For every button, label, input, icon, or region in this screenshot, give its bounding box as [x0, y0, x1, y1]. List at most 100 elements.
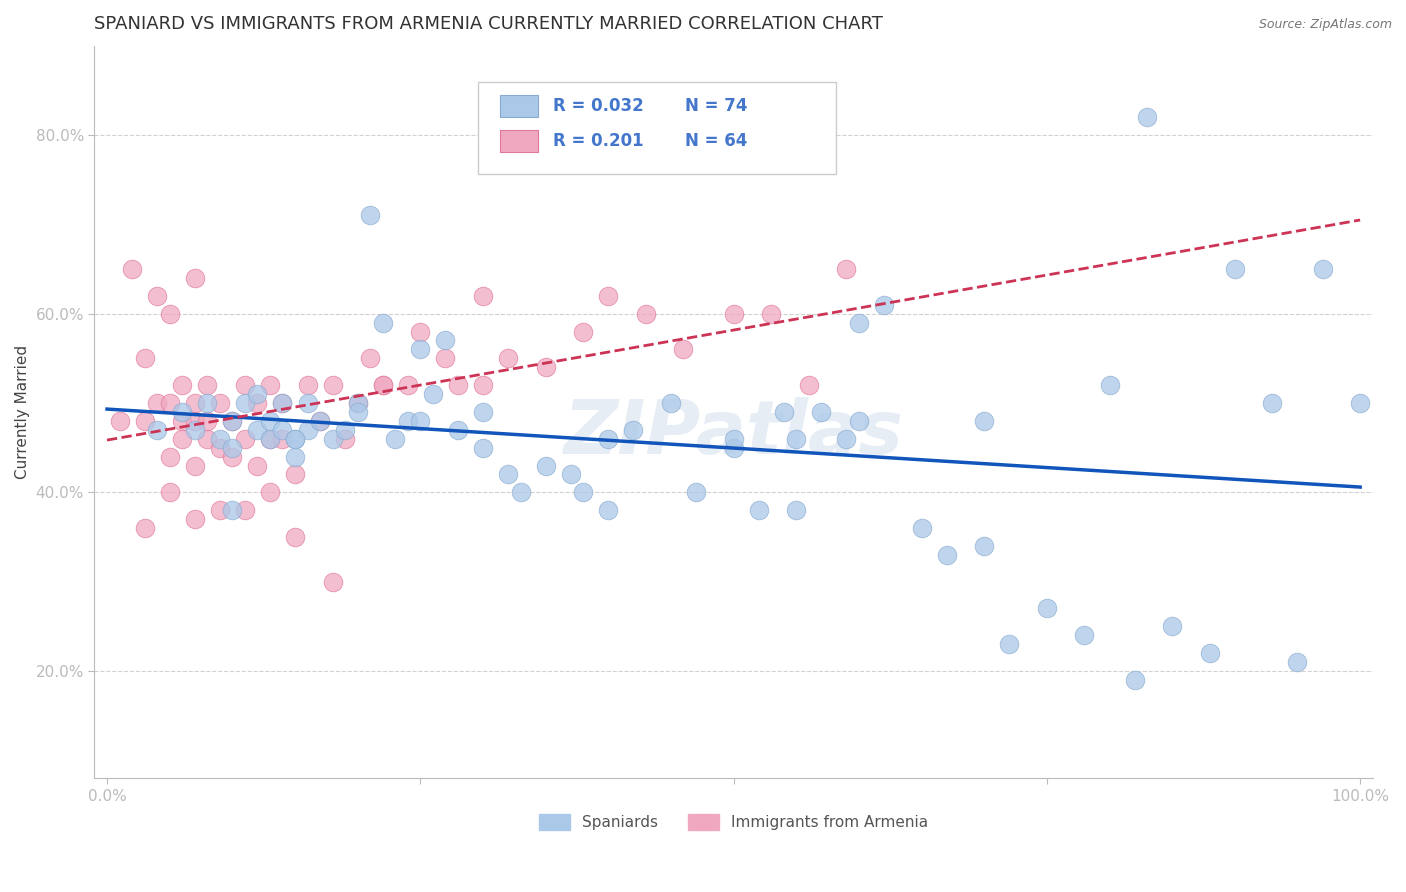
Point — [409, 343, 432, 357]
Point — [195, 378, 218, 392]
Point — [422, 387, 444, 401]
Text: R = 0.032: R = 0.032 — [554, 97, 644, 115]
Point — [384, 432, 406, 446]
Point — [297, 423, 319, 437]
Point — [159, 396, 181, 410]
Point — [271, 432, 294, 446]
Point — [233, 378, 256, 392]
Point — [121, 262, 143, 277]
Point — [159, 307, 181, 321]
Point — [208, 441, 231, 455]
Point — [1123, 673, 1146, 687]
Point — [346, 405, 368, 419]
Point — [183, 458, 205, 473]
Point — [723, 432, 745, 446]
Point — [208, 432, 231, 446]
Point — [159, 450, 181, 464]
Point — [1098, 378, 1121, 392]
Point — [146, 396, 169, 410]
Text: SPANIARD VS IMMIGRANTS FROM ARMENIA CURRENTLY MARRIED CORRELATION CHART: SPANIARD VS IMMIGRANTS FROM ARMENIA CURR… — [94, 15, 883, 33]
Point — [848, 316, 870, 330]
Point — [284, 432, 307, 446]
Point — [221, 450, 243, 464]
Point — [1312, 262, 1334, 277]
Point — [598, 289, 620, 303]
Point — [797, 378, 820, 392]
Point — [233, 396, 256, 410]
Point — [396, 414, 419, 428]
Point — [309, 414, 332, 428]
Point — [246, 396, 269, 410]
Point — [447, 378, 470, 392]
Text: Source: ZipAtlas.com: Source: ZipAtlas.com — [1258, 18, 1392, 31]
Point — [471, 405, 494, 419]
Point — [208, 503, 231, 517]
Point — [195, 432, 218, 446]
Point — [1073, 628, 1095, 642]
Point — [723, 441, 745, 455]
Point — [146, 289, 169, 303]
Point — [471, 441, 494, 455]
Point — [509, 485, 531, 500]
Point — [621, 423, 644, 437]
Text: N = 74: N = 74 — [685, 97, 748, 115]
Point — [1136, 110, 1159, 124]
Point — [973, 539, 995, 553]
Point — [659, 396, 682, 410]
Point — [409, 325, 432, 339]
Text: N = 64: N = 64 — [685, 132, 748, 150]
Point — [172, 414, 194, 428]
Point — [835, 262, 858, 277]
Point — [685, 485, 707, 500]
Text: ZIPatlas: ZIPatlas — [564, 398, 904, 470]
Point — [998, 637, 1021, 651]
Point — [810, 405, 832, 419]
Point — [233, 503, 256, 517]
Point — [910, 521, 932, 535]
Point — [284, 450, 307, 464]
Point — [271, 423, 294, 437]
Point — [172, 432, 194, 446]
Point — [471, 378, 494, 392]
Point — [271, 396, 294, 410]
Point — [172, 378, 194, 392]
Point — [434, 334, 457, 348]
Point — [359, 351, 381, 366]
Point — [560, 467, 582, 482]
Point — [259, 414, 281, 428]
Point — [1161, 619, 1184, 633]
Point — [835, 432, 858, 446]
Point — [195, 396, 218, 410]
Point — [233, 432, 256, 446]
Point — [409, 414, 432, 428]
Point — [496, 351, 519, 366]
Point — [195, 414, 218, 428]
Point — [146, 423, 169, 437]
Text: R = 0.201: R = 0.201 — [554, 132, 644, 150]
Point — [322, 432, 344, 446]
Point — [1348, 396, 1371, 410]
Point — [134, 351, 156, 366]
Point — [848, 414, 870, 428]
Point — [221, 441, 243, 455]
Point — [134, 414, 156, 428]
Point — [159, 485, 181, 500]
Point — [371, 316, 394, 330]
Point — [221, 414, 243, 428]
Point — [1036, 601, 1059, 615]
Point — [371, 378, 394, 392]
Point — [271, 396, 294, 410]
Point — [396, 378, 419, 392]
Point — [284, 530, 307, 544]
Point — [723, 307, 745, 321]
Point — [333, 423, 356, 437]
Point — [672, 343, 695, 357]
Point — [346, 396, 368, 410]
FancyBboxPatch shape — [499, 95, 538, 118]
Point — [183, 396, 205, 410]
Point — [297, 378, 319, 392]
Point — [1261, 396, 1284, 410]
Point — [322, 378, 344, 392]
Point — [447, 423, 470, 437]
Point — [246, 423, 269, 437]
